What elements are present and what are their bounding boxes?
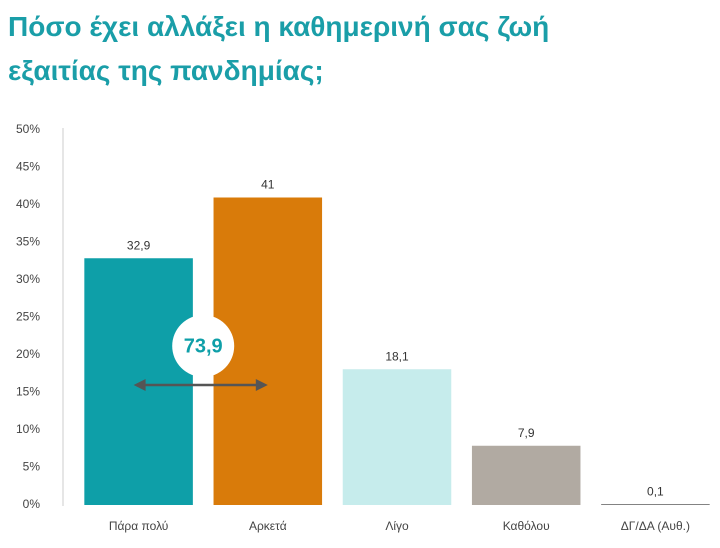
bar [601, 504, 710, 505]
y-tick-label: 15% [16, 385, 40, 399]
bar [84, 258, 193, 505]
y-tick-label: 0% [23, 497, 41, 511]
value-label: 0,1 [647, 484, 664, 498]
chart-title: Πόσο έχει αλλάξει η καθημερινή σας ζωή [8, 11, 549, 42]
x-tick-label: Καθόλου [503, 519, 550, 533]
y-tick-label: 30% [16, 272, 40, 286]
y-tick-label: 40% [16, 197, 40, 211]
value-label: 32,9 [127, 238, 151, 252]
y-tick-label: 25% [16, 310, 40, 324]
arrow-head [133, 379, 146, 391]
y-tick-label: 50% [16, 122, 40, 136]
bar [471, 445, 581, 505]
x-tick-label: ΔΓ/ΔΑ (Αυθ.) [621, 519, 690, 533]
x-tick-label: Αρκετά [249, 519, 287, 533]
y-tick-label: 5% [23, 460, 41, 474]
chart-title: εξαιτίας της πανδημίας; [8, 55, 324, 86]
bar [342, 369, 452, 505]
x-tick-label: Λίγο [385, 519, 409, 533]
y-tick-label: 10% [16, 422, 40, 436]
value-label: 7,9 [518, 426, 535, 440]
arrow-head [255, 379, 268, 391]
y-tick-label: 20% [16, 347, 40, 361]
y-tick-label: 35% [16, 235, 40, 249]
annotation-label: 73,9 [184, 335, 223, 357]
x-tick-label: Πάρα πολύ [109, 519, 169, 533]
value-label: 41 [261, 178, 275, 192]
y-tick-label: 45% [16, 160, 40, 174]
value-label: 18,1 [385, 349, 409, 363]
annotation-circle [172, 315, 235, 377]
